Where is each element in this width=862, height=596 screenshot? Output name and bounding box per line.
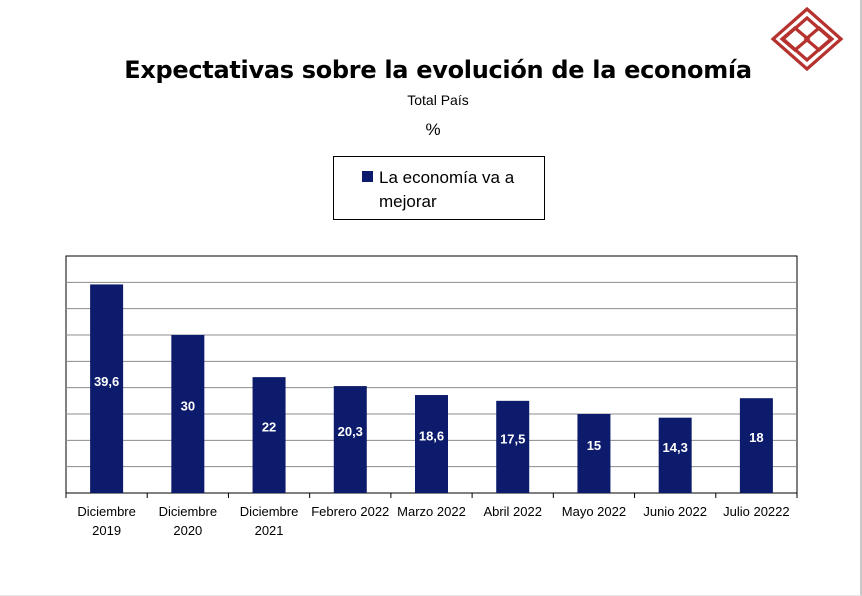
bar xyxy=(333,386,367,493)
brand-logo-icon xyxy=(770,6,844,72)
x-tick-label: Mayo 2022 xyxy=(562,504,626,519)
x-tick-label: Febrero 2022 xyxy=(311,504,389,519)
legend-label: La economía va a mejorar xyxy=(379,168,515,211)
chart-title: Expectativas sobre la evolución de la ec… xyxy=(124,56,752,84)
x-tick-label: Diciembre xyxy=(77,504,136,519)
bar xyxy=(90,284,124,493)
data-label: 22 xyxy=(262,420,276,435)
data-label: 30 xyxy=(181,398,195,413)
bar xyxy=(577,414,611,493)
x-tick-label: 2020 xyxy=(173,523,202,538)
x-tick-label: 2021 xyxy=(255,523,284,538)
bar xyxy=(171,335,205,493)
data-label: 18,6 xyxy=(419,428,444,443)
x-tick-label: Julio 20222 xyxy=(723,504,790,519)
data-label: 15 xyxy=(587,438,601,453)
data-label: 14,3 xyxy=(663,440,688,455)
data-label: 17,5 xyxy=(500,431,525,446)
bar xyxy=(496,400,530,493)
bar xyxy=(415,395,448,493)
chart-legend: La economía va a mejorar xyxy=(333,156,545,220)
data-label: 39,6 xyxy=(94,374,119,389)
legend-swatch xyxy=(362,171,373,182)
x-tick-label: Abril 2022 xyxy=(483,504,542,519)
bar xyxy=(658,417,692,493)
data-label: 18 xyxy=(749,430,763,445)
x-tick-label: Marzo 2022 xyxy=(397,504,466,519)
bar xyxy=(252,377,286,493)
x-tick-label: Diciembre xyxy=(240,504,299,519)
x-tick-label: Diciembre xyxy=(159,504,218,519)
x-tick-label: 2019 xyxy=(92,523,121,538)
x-tick-label: Junio 2022 xyxy=(643,504,707,519)
data-label: 20,3 xyxy=(338,424,363,439)
bar xyxy=(739,398,773,493)
chart-unit: % xyxy=(425,120,441,139)
chart-subtitle: Total País xyxy=(407,92,469,108)
